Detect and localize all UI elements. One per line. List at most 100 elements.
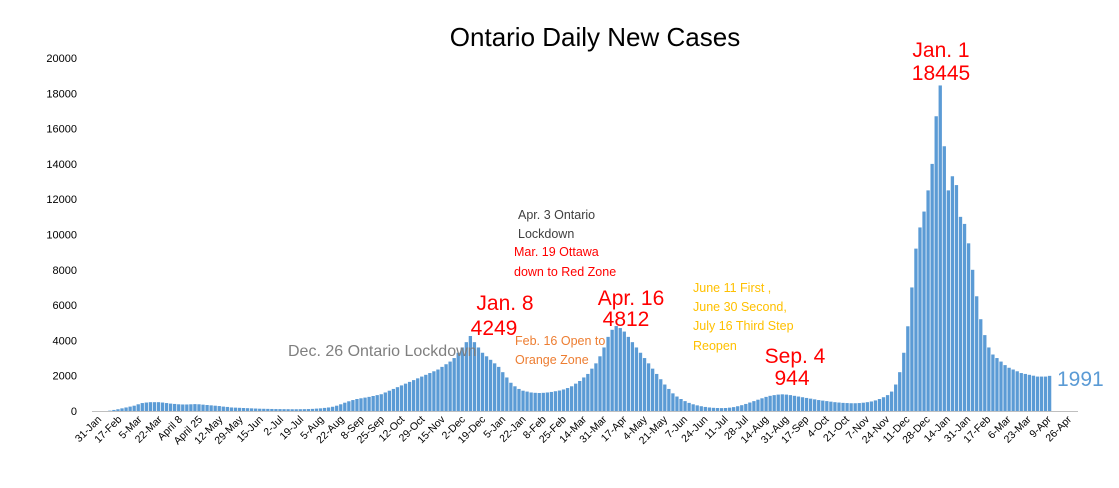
bar — [703, 406, 707, 411]
bar — [691, 404, 695, 411]
bar — [1007, 367, 1011, 411]
annotation-mar19-line1: Mar. 19 Ottawa — [514, 245, 599, 259]
bar — [249, 408, 254, 411]
bar — [472, 342, 477, 411]
bar — [229, 407, 234, 411]
bar — [363, 397, 367, 411]
annotation-mar19-ottawa: Mar. 19 Ottawa down to Red Zone — [514, 245, 616, 279]
bar — [687, 402, 691, 411]
bar — [999, 361, 1003, 411]
bar — [335, 405, 339, 411]
bar — [322, 407, 327, 411]
annotation-mar19-line2: down to Red Zone — [514, 265, 616, 279]
y-tick-label: 6000 — [53, 300, 77, 312]
bar — [655, 373, 659, 411]
bar — [788, 395, 793, 411]
bar — [970, 269, 975, 411]
bar — [659, 379, 663, 411]
annotation-sep4: Sep. 4 944 — [765, 345, 826, 390]
bar — [780, 394, 784, 411]
bar — [950, 176, 955, 411]
bar — [962, 223, 967, 411]
bar — [286, 409, 290, 411]
bar — [444, 364, 448, 411]
bar — [804, 397, 809, 411]
bar — [1019, 373, 1023, 411]
bar — [124, 407, 128, 411]
bar — [958, 216, 963, 411]
bar — [371, 396, 375, 411]
annotation-feb16-line2: Orange Zone — [515, 353, 589, 367]
bar — [339, 404, 343, 411]
bar — [707, 407, 712, 411]
bar — [926, 190, 930, 412]
bar — [266, 408, 270, 411]
bar — [189, 404, 193, 411]
bar — [881, 397, 886, 411]
bar — [975, 296, 979, 411]
bar — [1047, 375, 1052, 411]
bar — [545, 392, 549, 411]
annotation-jan8: Jan. 8 4249 — [471, 292, 534, 340]
bar — [460, 347, 464, 411]
bar — [314, 408, 319, 411]
bar — [796, 396, 801, 411]
bar — [817, 400, 821, 411]
bar — [618, 328, 622, 411]
annotation-apr3-lockdown: Apr. 3 Ontario Lockdown — [518, 208, 595, 241]
annotation-reopen-line3: July 16 Third Step — [693, 319, 794, 333]
y-tick-label: 2000 — [53, 371, 77, 383]
bar — [136, 404, 140, 411]
annotation-apr3-line1: Apr. 3 Ontario — [518, 208, 595, 222]
bar — [302, 409, 306, 411]
bar — [586, 373, 590, 411]
bar — [407, 381, 412, 411]
y-tick-label: 8000 — [53, 265, 77, 277]
bar — [784, 394, 788, 411]
bar — [966, 243, 971, 411]
bar — [675, 396, 679, 411]
annotation-feb16-orange: Feb. 16 Open to Orange Zone — [515, 334, 605, 367]
bar — [614, 326, 618, 411]
bar — [808, 398, 813, 411]
bar — [403, 383, 408, 411]
bar — [841, 402, 845, 411]
bar — [132, 405, 136, 411]
bar — [347, 401, 351, 411]
bar — [205, 405, 209, 411]
bar — [930, 163, 934, 411]
bar — [476, 347, 481, 411]
bar — [140, 403, 144, 411]
bar — [894, 384, 898, 411]
bar — [800, 397, 805, 411]
bar — [387, 390, 392, 411]
bar — [1035, 376, 1040, 411]
bar — [383, 392, 387, 411]
bar — [160, 402, 165, 411]
bar — [638, 352, 643, 411]
bar — [278, 409, 282, 411]
bar — [1003, 365, 1007, 411]
bar — [723, 408, 728, 411]
bar — [934, 116, 938, 411]
bar — [606, 336, 610, 411]
bar — [310, 408, 315, 411]
bar — [484, 356, 489, 411]
bar — [877, 399, 882, 411]
y-tick-label: 20000 — [46, 53, 77, 65]
bar — [1043, 376, 1048, 411]
bar — [343, 402, 347, 411]
bar — [416, 378, 420, 411]
bar — [861, 402, 865, 411]
bar — [217, 406, 221, 411]
bar — [679, 399, 683, 411]
bar — [152, 402, 157, 411]
bar — [379, 394, 383, 411]
bar — [768, 395, 772, 411]
annotation-dec26-lockdown: Dec. 26 Ontario Lockdown — [288, 343, 477, 360]
y-tick-label: 10000 — [46, 230, 77, 242]
bar — [902, 352, 906, 411]
bar — [663, 384, 667, 411]
